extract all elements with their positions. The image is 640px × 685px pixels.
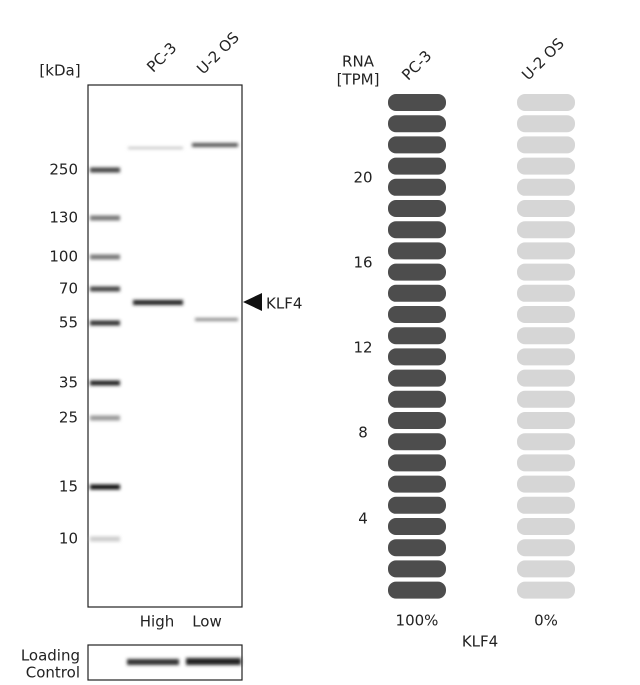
ladder-band: [90, 167, 120, 173]
rna-pill: [517, 284, 575, 302]
marker-label: 35: [59, 374, 78, 392]
rna-pill: [517, 200, 575, 217]
rna-tick-label: 8: [358, 424, 368, 442]
marker-label: 70: [59, 280, 78, 298]
rna-pill: [388, 327, 446, 345]
rna-pill: [388, 263, 446, 281]
rna-pill: [517, 560, 575, 578]
rna-pill: [517, 327, 575, 345]
rna-tick-label: 12: [353, 339, 372, 357]
rna-axis-label: RNA: [342, 53, 375, 71]
rna-pill: [388, 157, 446, 175]
rna-lane-label: U-2 OS: [518, 34, 568, 84]
percentage: 0%: [534, 612, 558, 630]
rna-pill: [388, 433, 446, 451]
loading-label: Loading: [21, 647, 80, 665]
rna-pill: [388, 136, 446, 154]
ladder-band: [90, 286, 120, 292]
band: [195, 318, 238, 321]
rna-pill: [388, 178, 446, 196]
ladder-band: [90, 536, 120, 542]
rna-pill: [517, 178, 575, 196]
bands: [127, 143, 241, 665]
rna-pill: [517, 496, 575, 514]
rna-pill: [517, 433, 575, 451]
marker-label: 55: [59, 314, 78, 332]
rna-pill: [517, 221, 575, 239]
rna-pill: [517, 369, 575, 387]
rna-pill: [388, 454, 446, 472]
rna-pill: [388, 518, 446, 535]
unit-label: [kDa]: [39, 62, 80, 80]
rna-pill: [517, 475, 575, 493]
rna-pill: [388, 475, 446, 493]
band: [133, 300, 183, 305]
ladder-band: [90, 415, 120, 421]
rna-pill: [517, 390, 575, 408]
rna-pill: [388, 115, 446, 133]
rna-pill: [388, 390, 446, 408]
rna-pill: [388, 539, 446, 557]
rna-pill: [517, 136, 575, 154]
rna-pill: [388, 284, 446, 302]
rna-pill: [517, 518, 575, 535]
rna-pill: [388, 496, 446, 514]
rna-pill: [517, 581, 575, 599]
rna-pill: [388, 412, 446, 429]
marker-label: 15: [59, 478, 78, 496]
rna-pill: [517, 115, 575, 133]
marker-label: 250: [49, 161, 78, 179]
rna-pill: [388, 560, 446, 578]
lane-label: PC-3: [143, 39, 180, 76]
rna-lane-label: PC-3: [398, 47, 435, 84]
rna-pill: [517, 263, 575, 281]
level-label: High: [140, 613, 174, 631]
level-label: Low: [192, 613, 222, 631]
ladder-band: [90, 254, 120, 260]
band: [128, 147, 183, 149]
ladder-band: [90, 380, 120, 386]
rna-pill: [517, 348, 575, 366]
rna-pill: [388, 242, 446, 260]
rna-pill: [517, 306, 575, 323]
rna-pill: [517, 454, 575, 472]
lane-label: U-2 OS: [193, 28, 243, 78]
ladder: [90, 167, 120, 542]
rna-pill: [388, 348, 446, 366]
rna-pill: [388, 369, 446, 387]
rna-pill: [388, 581, 446, 599]
ladder-band: [90, 215, 120, 221]
rna-pill: [388, 94, 446, 111]
rna-tick-label: 16: [353, 254, 372, 272]
marker-label: 100: [49, 248, 78, 266]
band: [186, 658, 241, 665]
target-label: KLF4: [266, 295, 302, 313]
arrow: [243, 293, 262, 311]
ladder-band: [90, 320, 120, 326]
gene-label: KLF4: [462, 633, 498, 651]
band: [127, 659, 179, 665]
percentage: 100%: [396, 612, 439, 630]
rna-pill: [388, 221, 446, 239]
marker-label: 130: [49, 209, 78, 227]
marker-label: 10: [59, 530, 78, 548]
rna-tick-label: 20: [353, 169, 372, 187]
rna-axis-label: [TPM]: [337, 71, 380, 89]
band: [192, 143, 238, 147]
rna-tick-label: 4: [358, 510, 368, 528]
marker-label: 25: [59, 409, 78, 427]
rna-pill: [517, 94, 575, 111]
rna-pill: [517, 539, 575, 557]
blot-frame: [87, 84, 243, 608]
rna-pill: [517, 242, 575, 260]
rna-pill: [517, 412, 575, 429]
ladder-band: [90, 484, 120, 490]
rna-pill: [517, 157, 575, 175]
loading-label: Control: [26, 664, 80, 682]
rna-pill: [388, 306, 446, 323]
rna-pill: [388, 200, 446, 217]
